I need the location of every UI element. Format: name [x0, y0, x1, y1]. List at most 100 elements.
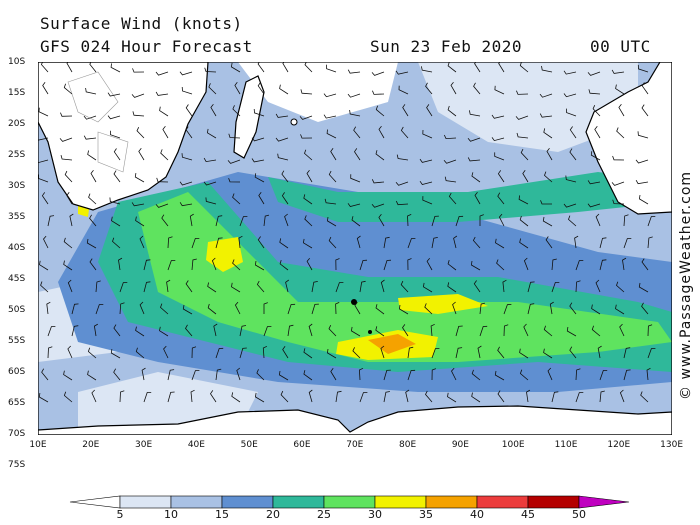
map-title: Surface Wind (knots)	[40, 14, 243, 33]
wind-barb	[205, 197, 217, 205]
wind-barb	[306, 169, 313, 183]
latitude-label: 30S	[8, 181, 26, 191]
wind-barb	[275, 113, 289, 118]
wind-barb	[71, 325, 79, 337]
wind-barb	[539, 113, 553, 118]
antarctica-landmass	[38, 405, 672, 435]
wind-barb	[647, 216, 656, 227]
wind-barb	[575, 392, 584, 403]
wind-barb	[323, 114, 337, 119]
legend-swatch	[221, 495, 274, 509]
wind-barb	[647, 324, 653, 337]
wind-barb	[251, 158, 265, 163]
wind-barb	[569, 126, 577, 139]
wind-barb	[569, 346, 577, 359]
wind-barb	[236, 367, 241, 381]
wind-barb	[47, 326, 56, 337]
wind-barb	[587, 180, 601, 185]
wind-barb	[383, 391, 390, 403]
wind-barb	[623, 369, 631, 381]
wind-barb	[326, 216, 337, 227]
wind-barb	[335, 258, 340, 271]
latitude-label: 25S	[8, 150, 26, 160]
wind-barb	[395, 70, 409, 75]
longitude-label: 90E	[451, 440, 469, 450]
wind-barb	[308, 389, 313, 403]
island	[351, 299, 357, 305]
wind-barb	[215, 347, 224, 359]
wind-barb	[638, 282, 649, 293]
wind-barb	[167, 391, 175, 403]
wind-barb	[544, 171, 553, 183]
wind-barb	[472, 236, 481, 249]
wind-barb	[402, 324, 409, 337]
wind-barb	[371, 179, 385, 184]
wind-barb	[383, 236, 390, 249]
wind-barb	[47, 346, 53, 359]
australia-landmass	[585, 62, 672, 215]
wind-barb	[619, 389, 625, 403]
wind-barb	[232, 259, 241, 271]
wind-barb	[330, 148, 337, 161]
wind-barb	[407, 238, 416, 249]
wind-barb	[110, 63, 121, 73]
wind-barb	[41, 368, 49, 381]
wind-barb	[471, 172, 481, 183]
wind-barb	[635, 159, 649, 164]
island	[290, 118, 298, 126]
wind-barb	[637, 131, 649, 139]
wind-barb	[444, 176, 457, 183]
wind-barb	[541, 65, 553, 73]
wind-barb	[203, 181, 217, 186]
wind-barb	[63, 391, 73, 403]
wind-barb	[378, 213, 385, 227]
wind-barb	[447, 282, 457, 293]
wind-barb	[135, 326, 145, 337]
wind-barb	[87, 370, 97, 381]
wind-barb	[526, 389, 531, 403]
longitude-label: 120E	[607, 440, 631, 450]
wind-barb	[143, 259, 151, 271]
legend-swatch	[476, 495, 529, 509]
wind-barb	[324, 198, 337, 205]
latitude-label: 55S	[8, 336, 26, 346]
wind-barb	[497, 192, 505, 205]
legend-value: 15	[215, 508, 229, 521]
wind-barb	[453, 235, 458, 249]
wind-barb	[231, 282, 241, 293]
wind-barb	[405, 389, 410, 403]
wind-barb	[67, 279, 73, 293]
wind-barb	[251, 137, 265, 142]
wind-barb	[587, 71, 601, 76]
wind-barb	[88, 193, 97, 205]
wind-barb	[40, 281, 49, 293]
wind-barb	[281, 170, 289, 183]
wind-barb	[239, 325, 247, 337]
longitude-label: 130E	[660, 440, 684, 450]
wind-barb	[519, 215, 529, 227]
wind-barb	[623, 238, 632, 249]
strong-wind-area	[368, 334, 416, 354]
wind-barb	[407, 346, 414, 359]
latitude-label: 10S	[8, 57, 26, 67]
latitude-label: 45S	[8, 274, 26, 284]
wind-barb	[234, 82, 241, 95]
wind-barb	[227, 159, 241, 164]
wind-barb	[350, 174, 361, 183]
wind-barb	[63, 237, 73, 249]
wind-barb	[185, 280, 193, 293]
wind-barb	[568, 215, 577, 227]
wind-barb	[422, 129, 433, 139]
wind-barb	[599, 370, 608, 381]
wind-barb	[110, 130, 121, 139]
wind-barb	[141, 367, 146, 381]
wind-barb	[89, 258, 97, 271]
calm-zone	[418, 62, 638, 152]
wind-barb	[167, 369, 175, 381]
wind-barb	[163, 345, 169, 359]
wind-barb	[539, 93, 553, 98]
wind-barb	[619, 323, 625, 337]
wind-barb	[425, 390, 433, 403]
wind-barb	[136, 127, 145, 139]
wind-barb	[119, 390, 125, 403]
